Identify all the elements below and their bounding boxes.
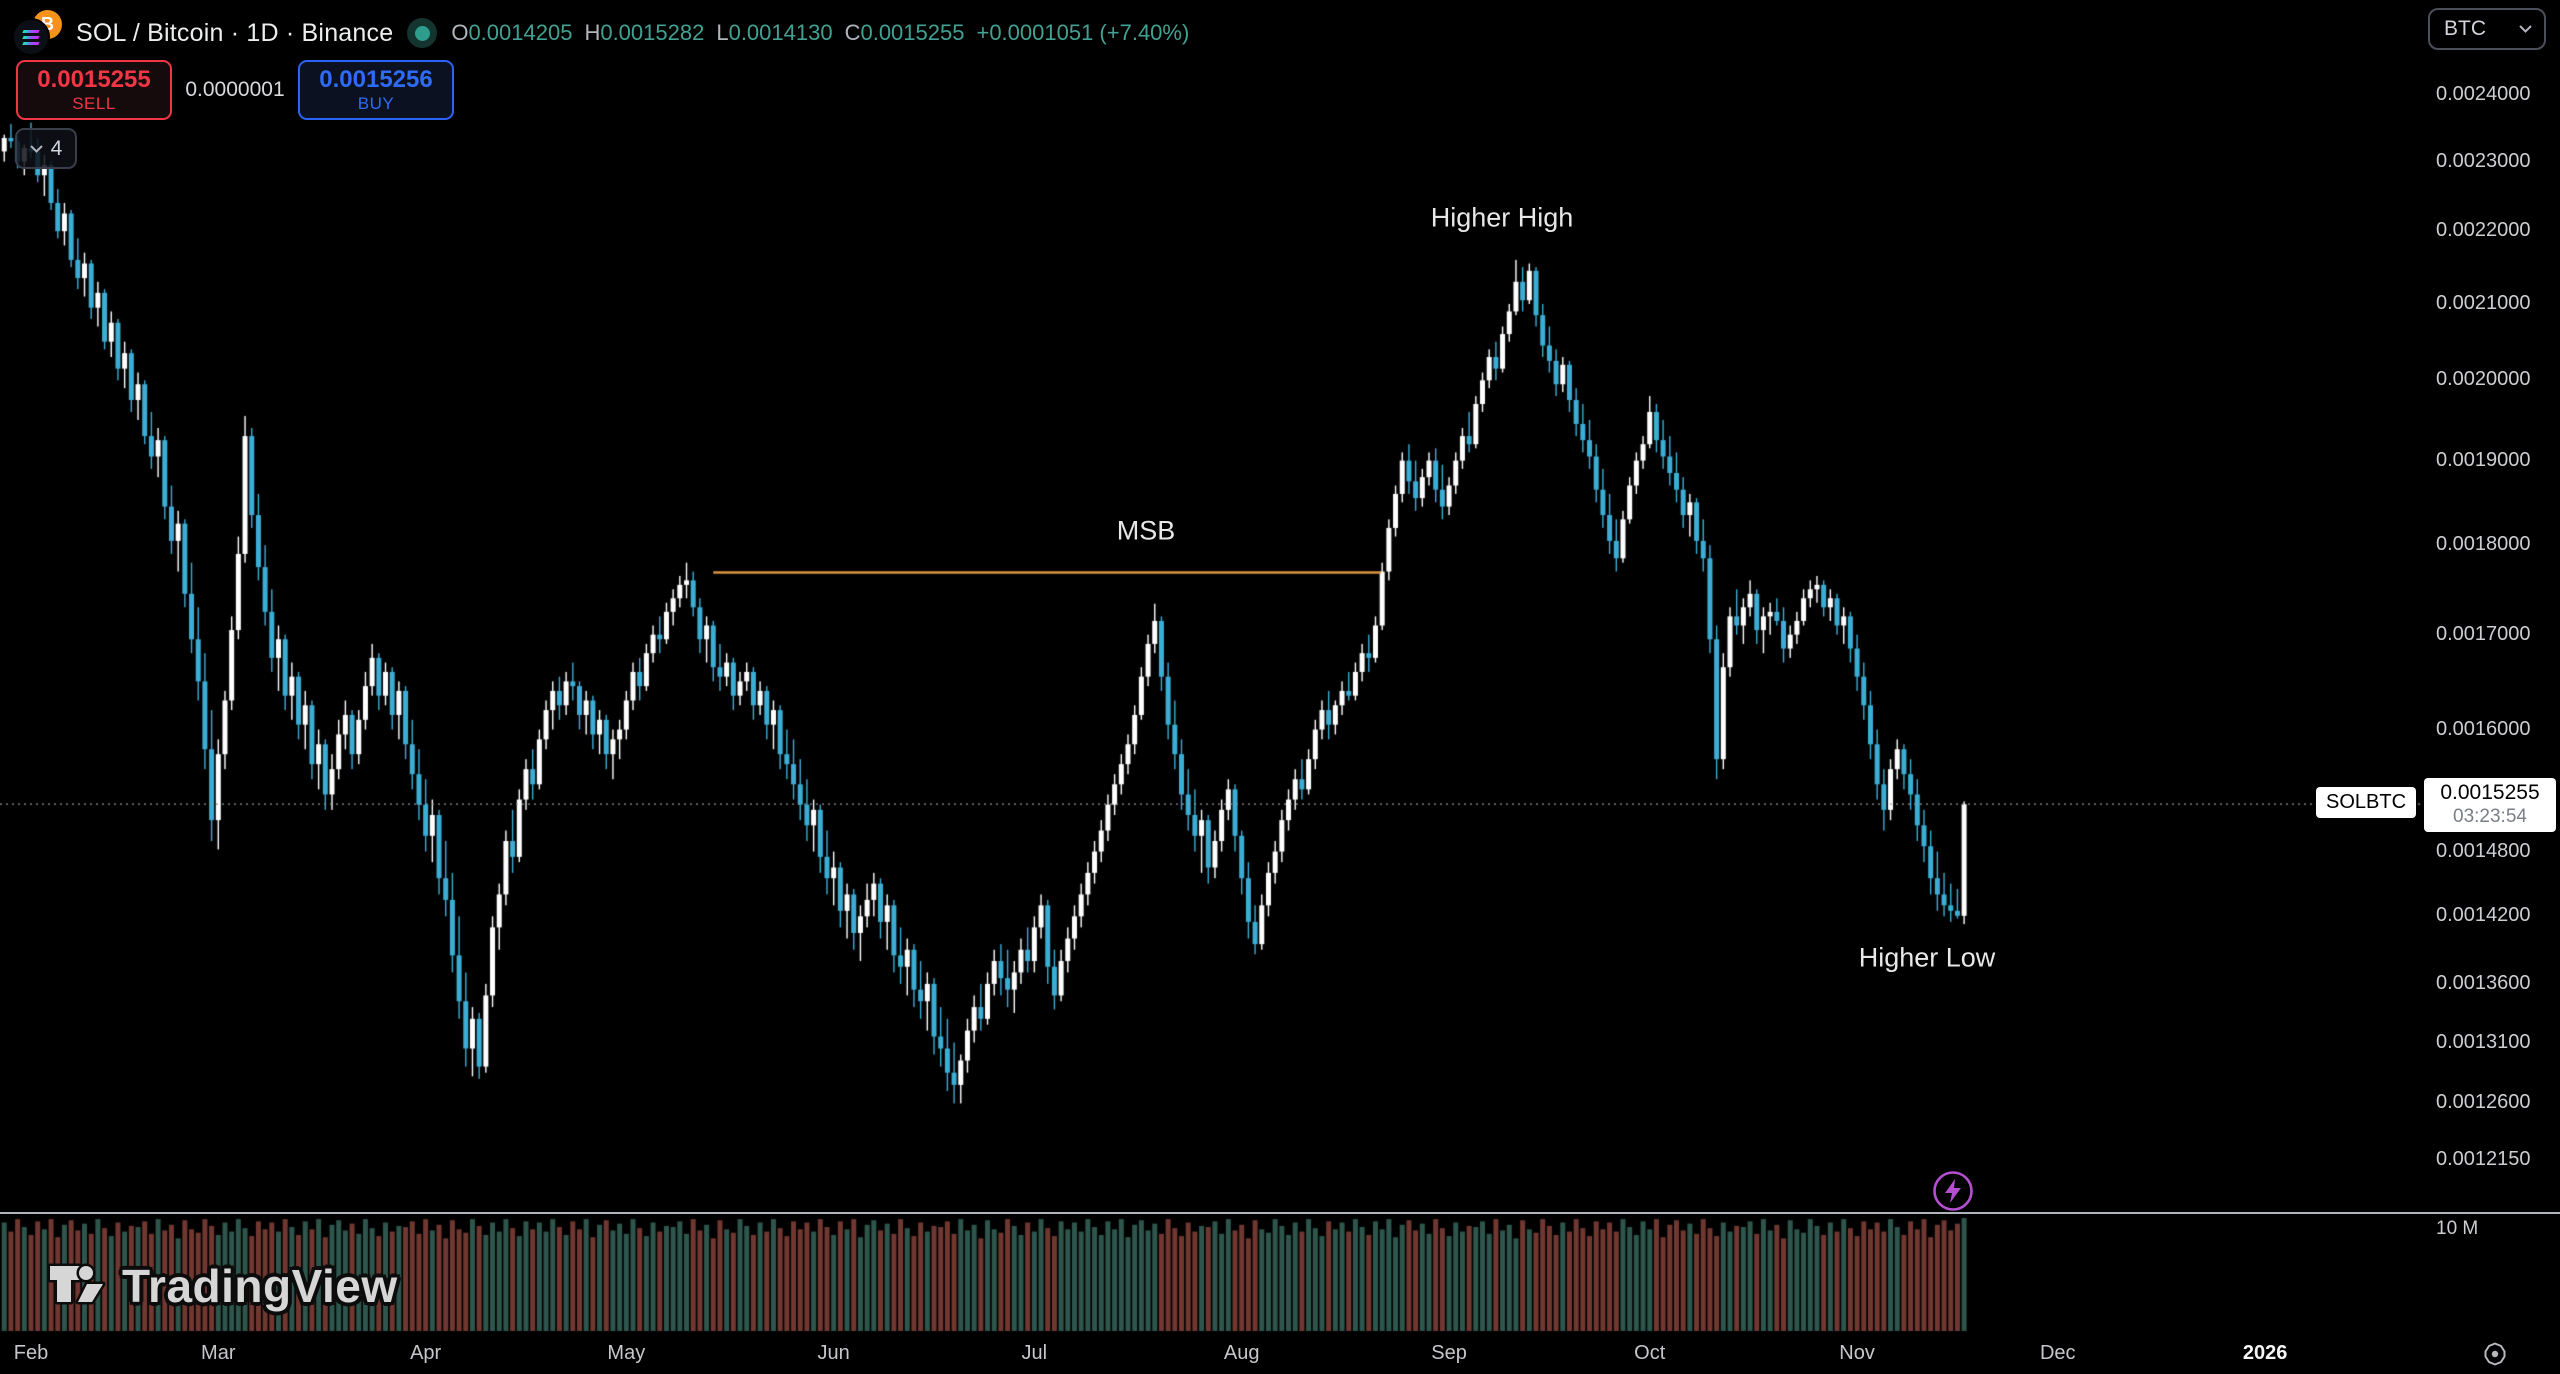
ohlc-readout: O0.0014205 H0.0015282 L0.0014130 C0.0015… bbox=[451, 20, 1189, 46]
chevron-down-icon bbox=[29, 144, 43, 153]
time-tick-label: May bbox=[607, 1342, 646, 1364]
time-tick-label: Dec bbox=[2039, 1342, 2076, 1364]
tradingview-watermark: TradingView bbox=[46, 1258, 398, 1314]
symbol-price-tag: SOLBTC bbox=[2316, 787, 2417, 819]
low-value: 0.0014130 bbox=[728, 20, 833, 45]
price-tick-label: 0.0023000 bbox=[2436, 149, 2531, 172]
settings-gear-icon[interactable] bbox=[2482, 1341, 2508, 1367]
time-tick-label: Oct bbox=[1634, 1342, 1666, 1364]
time-tick-label: Mar bbox=[201, 1342, 236, 1364]
drawings-count-chip[interactable]: 4 bbox=[15, 128, 77, 169]
price-tick-label: 0.0014200 bbox=[2436, 904, 2531, 927]
trade-buttons: 0.0015255 SELL 0.0000001 0.0015256 BUY bbox=[16, 60, 454, 120]
tradingview-logo-icon bbox=[47, 1263, 106, 1305]
price-tick-label: 0.0024000 bbox=[2436, 83, 2531, 105]
current-price-label: 0.0015255 03:23:54 bbox=[2424, 778, 2556, 833]
price-tick-label: 0.0012600 bbox=[2436, 1091, 2531, 1114]
time-tick-label: Feb bbox=[13, 1342, 49, 1364]
time-tick-label: Jul bbox=[1021, 1342, 1048, 1364]
time-tick-label: Jun bbox=[817, 1342, 850, 1364]
spread-value: 0.0000001 bbox=[185, 78, 285, 101]
currency-dropdown[interactable]: BTC bbox=[2428, 8, 2546, 50]
price-tick-label: 0.0016000 bbox=[2436, 717, 2531, 740]
pane-separator[interactable] bbox=[0, 1212, 2560, 1214]
price-tick-label: 0.0013100 bbox=[2436, 1030, 2531, 1053]
bar-countdown: 03:23:54 bbox=[2453, 806, 2527, 828]
buy-button[interactable]: 0.0015256 BUY bbox=[298, 60, 454, 120]
drawings-count: 4 bbox=[50, 136, 63, 160]
time-tick-label: Nov bbox=[1839, 1342, 1875, 1364]
buy-price: 0.0015256 bbox=[319, 66, 433, 94]
time-axis[interactable]: Feb Mar Apr May Jun Jul Aug Sep Oct Nov Dec 2026 bbox=[0, 1336, 2560, 1374]
price-tick-label: 0.0017000 bbox=[2436, 622, 2531, 645]
time-tick-label: Aug bbox=[1223, 1342, 1260, 1364]
high-value: 0.0015282 bbox=[600, 20, 705, 45]
symbol-title[interactable]: SOL / Bitcoin · 1D · Binance bbox=[76, 18, 394, 47]
open-value: 0.0014205 bbox=[468, 20, 573, 45]
close-label: C bbox=[844, 20, 861, 45]
price-tick-label: 0.0018000 bbox=[2436, 533, 2531, 556]
price-tick-label: 0.0020000 bbox=[2436, 368, 2531, 391]
sell-label: SELL bbox=[72, 93, 116, 113]
time-tick-label: 2026 bbox=[2242, 1342, 2288, 1364]
annotation-msb[interactable]: MSB bbox=[1116, 515, 1176, 546]
low-label: L bbox=[716, 20, 729, 45]
sol-btc-pair-logo-icon: B bbox=[12, 10, 62, 56]
lightning-icon[interactable] bbox=[1932, 1170, 1974, 1212]
sell-price: 0.0015255 bbox=[37, 66, 151, 94]
close-value: 0.0015255 bbox=[860, 20, 965, 45]
volume-axis-label: 10 M bbox=[2436, 1218, 2479, 1239]
time-tick-label: Sep bbox=[1431, 1342, 1467, 1364]
change-value: +0.0001051 (+7.40%) bbox=[976, 20, 1190, 45]
price-tick-label: 0.0014800 bbox=[2436, 839, 2531, 862]
currency-dropdown-value: BTC bbox=[2444, 17, 2486, 40]
annotation-higher-high[interactable]: Higher High bbox=[1430, 202, 1574, 233]
price-tick-label: 0.0012150 bbox=[2436, 1148, 2531, 1171]
chevron-down-icon bbox=[2519, 25, 2532, 33]
current-price-value: 0.0015255 bbox=[2440, 781, 2540, 805]
sell-button[interactable]: 0.0015255 SELL bbox=[16, 60, 172, 120]
price-tick-label: 0.0022000 bbox=[2436, 219, 2531, 242]
buy-label: BUY bbox=[357, 93, 395, 113]
annotation-higher-low[interactable]: Higher Low bbox=[1858, 942, 1996, 973]
open-label: O bbox=[451, 20, 469, 45]
price-tick-label: 0.0013600 bbox=[2436, 971, 2531, 994]
high-label: H bbox=[584, 20, 601, 45]
price-tick-label: 0.0019000 bbox=[2436, 448, 2531, 471]
price-tick-label: 0.0021000 bbox=[2436, 291, 2531, 314]
market-status-icon[interactable] bbox=[407, 18, 438, 48]
tradingview-watermark-text: TradingView bbox=[122, 1260, 398, 1312]
solana-logo-icon bbox=[12, 18, 50, 56]
time-tick-label: Apr bbox=[410, 1342, 442, 1364]
chart-legend: B SOL / Bitcoin · 1D · Binance O0.001420… bbox=[12, 10, 1189, 56]
